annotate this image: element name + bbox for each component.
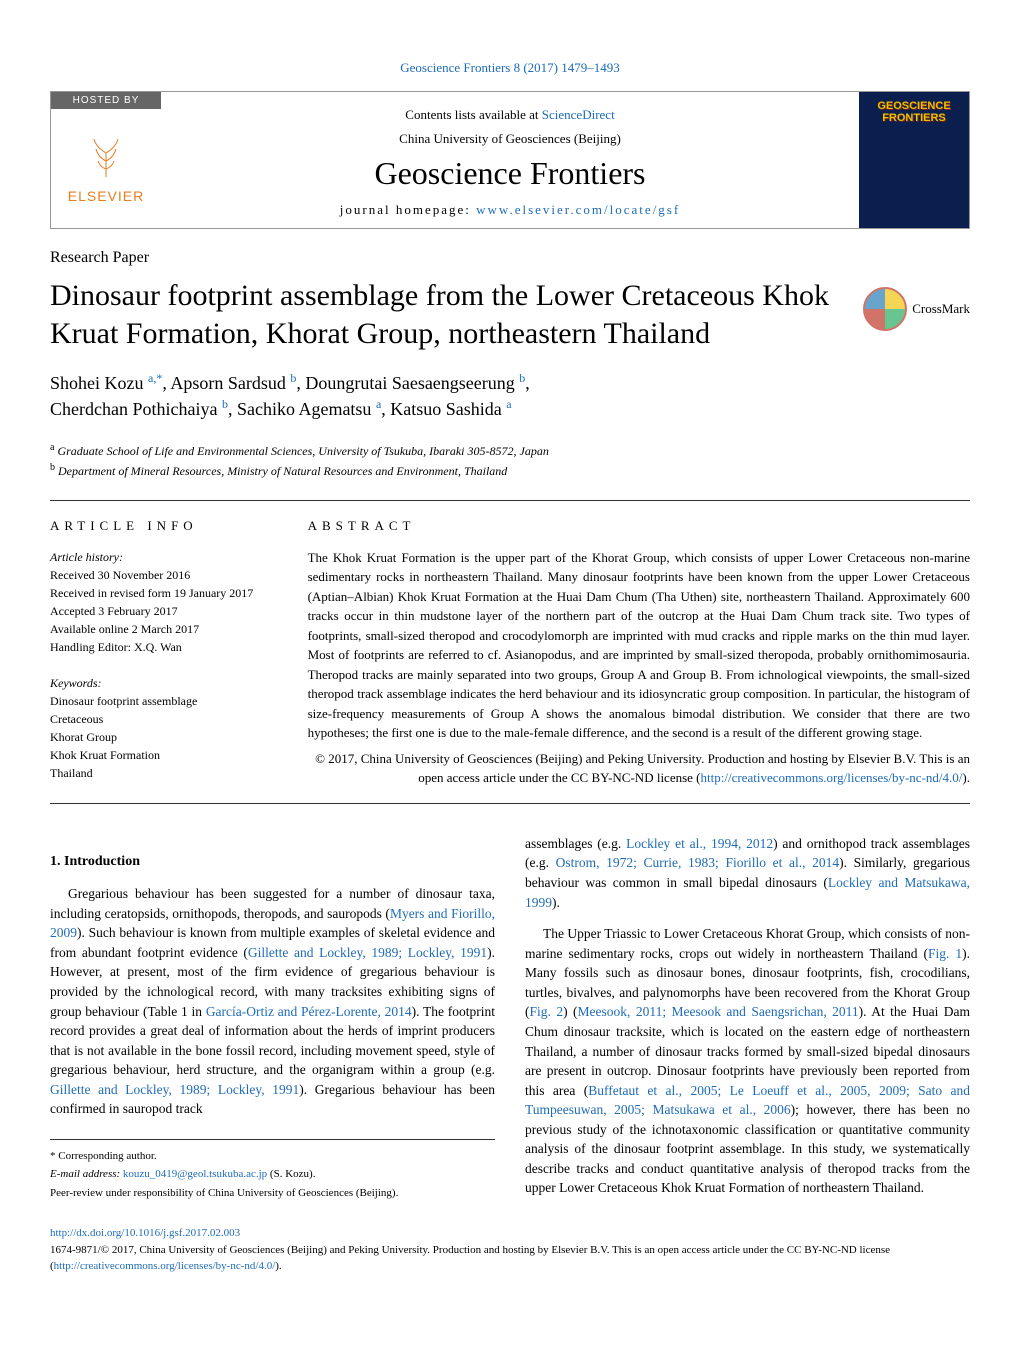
p3-ref-2[interactable]: Fig. 2 bbox=[530, 1004, 564, 1019]
affiliation-b: b Department of Mineral Resources, Minis… bbox=[50, 460, 970, 480]
abstract-block: ABSTRACT The Khok Kruat Formation is the… bbox=[308, 516, 970, 788]
affiliations-block: a Graduate School of Life and Environmen… bbox=[50, 440, 970, 480]
publisher-logo: ELSEVIER bbox=[51, 109, 161, 228]
homepage-line: journal homepage: www.elsevier.com/locat… bbox=[171, 202, 849, 218]
issn-copyright-line: 1674-9871/© 2017, China University of Ge… bbox=[50, 1242, 970, 1275]
crossmark-label: CrossMark bbox=[912, 301, 970, 317]
author-2: Apsorn Sardsud bbox=[170, 373, 286, 393]
intro-paragraph-3: The Upper Triassic to Lower Cretaceous K… bbox=[525, 924, 970, 1198]
contents-line: Contents lists available at ScienceDirec… bbox=[171, 107, 849, 123]
doi-link[interactable]: http://dx.doi.org/10.1016/j.gsf.2017.02.… bbox=[50, 1227, 240, 1239]
author-1: Shohei Kozu bbox=[50, 373, 144, 393]
journal-title: Geoscience Frontiers bbox=[171, 155, 849, 192]
author-2-affil: b bbox=[290, 371, 296, 385]
info-abstract-row: ARTICLE INFO Article history: Received 3… bbox=[50, 500, 970, 804]
header-center: Contents lists available at ScienceDirec… bbox=[161, 92, 859, 228]
affiliation-a-text: Graduate School of Life and Environmenta… bbox=[57, 444, 548, 458]
author-5-affil: a bbox=[376, 397, 381, 411]
author-6: Katsuo Sashida bbox=[390, 399, 502, 419]
author-1-affil: a,* bbox=[148, 371, 162, 385]
p2-text-4: ). bbox=[552, 895, 560, 910]
p2-text-1: assemblages (e.g. bbox=[525, 836, 626, 851]
authors-block: Shohei Kozu a,*, Apsorn Sardsud b, Doung… bbox=[50, 370, 970, 422]
hosted-by-label: HOSTED BY bbox=[51, 92, 161, 109]
p3-text-1: The Upper Triassic to Lower Cretaceous K… bbox=[525, 926, 970, 961]
received-date: Received 30 November 2016 bbox=[50, 566, 283, 584]
author-3-affil: b bbox=[519, 371, 525, 385]
footnotes-block: * Corresponding author. E-mail address: … bbox=[50, 1139, 495, 1202]
keyword-5: Thailand bbox=[50, 764, 283, 782]
corresponding-author: * Corresponding author. bbox=[50, 1148, 495, 1165]
issn-license-link[interactable]: http://creativecommons.org/licenses/by-n… bbox=[54, 1260, 276, 1272]
author-5: Sachiko Agematsu bbox=[237, 399, 371, 419]
left-column: 1. Introduction Gregarious behaviour has… bbox=[50, 834, 495, 1210]
journal-header: HOSTED BY ELSEVIER Contents lists availa… bbox=[50, 91, 970, 229]
article-info: ARTICLE INFO Article history: Received 3… bbox=[50, 516, 308, 788]
sciencedirect-link[interactable]: ScienceDirect bbox=[542, 107, 615, 122]
title-row: Dinosaur footprint assemblage from the L… bbox=[50, 277, 970, 352]
abstract-heading: ABSTRACT bbox=[308, 516, 970, 536]
doi-footer: http://dx.doi.org/10.1016/j.gsf.2017.02.… bbox=[50, 1225, 970, 1275]
keyword-4: Khok Kruat Formation bbox=[50, 746, 283, 764]
affiliation-b-text: Department of Mineral Resources, Ministr… bbox=[58, 464, 507, 478]
contents-prefix: Contents lists available at bbox=[405, 107, 541, 122]
p1-ref-2[interactable]: Gillette and Lockley, 1989; Lockley, 199… bbox=[248, 945, 487, 960]
p1-ref-3[interactable]: García-Ortiz and Pérez-Lorente, 2014 bbox=[206, 1004, 412, 1019]
keyword-2: Cretaceous bbox=[50, 710, 283, 728]
p2-ref-1[interactable]: Lockley et al., 1994, 2012 bbox=[626, 836, 773, 851]
affiliation-a: a Graduate School of Life and Environmen… bbox=[50, 440, 970, 460]
copyright-suffix: ). bbox=[962, 770, 970, 785]
cover-title-line1: GEOSCIENCE bbox=[877, 100, 950, 112]
email-suffix: (S. Kozu). bbox=[267, 1168, 315, 1180]
article-title: Dinosaur footprint assemblage from the L… bbox=[50, 277, 843, 352]
author-6-affil: a bbox=[506, 397, 511, 411]
abstract-body: The Khok Kruat Formation is the upper pa… bbox=[308, 548, 970, 743]
revised-date: Received in revised form 19 January 2017 bbox=[50, 584, 283, 602]
keywords-label: Keywords: bbox=[50, 674, 283, 692]
history-label: Article history: bbox=[50, 548, 283, 566]
paper-type-label: Research Paper bbox=[50, 249, 970, 267]
p3-ref-1[interactable]: Fig. 1 bbox=[928, 946, 962, 961]
corresponding-email[interactable]: kouzu_0419@geol.tsukuba.ac.jp bbox=[123, 1168, 267, 1180]
cover-title-line2: FRONTIERS bbox=[882, 112, 946, 124]
right-column: assemblages (e.g. Lockley et al., 1994, … bbox=[525, 834, 970, 1210]
cover-title: GEOSCIENCE FRONTIERS bbox=[877, 100, 950, 124]
intro-paragraph-1: Gregarious behaviour has been suggested … bbox=[50, 884, 495, 1119]
homepage-link[interactable]: www.elsevier.com/locate/gsf bbox=[476, 202, 680, 217]
issn-suffix: ). bbox=[275, 1260, 281, 1272]
license-link[interactable]: http://creativecommons.org/licenses/by-n… bbox=[701, 770, 963, 785]
journal-cover-thumbnail: GEOSCIENCE FRONTIERS bbox=[859, 92, 969, 228]
p1-ref-4[interactable]: Gillette and Lockley, 1989; Lockley, 199… bbox=[50, 1082, 299, 1097]
abstract-copyright: © 2017, China University of Geosciences … bbox=[308, 749, 970, 788]
hosted-by-block: HOSTED BY ELSEVIER bbox=[51, 92, 161, 228]
article-info-heading: ARTICLE INFO bbox=[50, 516, 283, 536]
keyword-3: Khorat Group bbox=[50, 728, 283, 746]
email-label: E-mail address: bbox=[50, 1168, 123, 1180]
bibliographic-reference: Geoscience Frontiers 8 (2017) 1479–1493 bbox=[50, 60, 970, 76]
p3-text-3: ) ( bbox=[563, 1004, 577, 1019]
author-4-affil: b bbox=[222, 397, 228, 411]
society-line: China University of Geosciences (Beijing… bbox=[171, 131, 849, 147]
crossmark-icon bbox=[863, 287, 907, 331]
keyword-1: Dinosaur footprint assemblage bbox=[50, 692, 283, 710]
publisher-name: ELSEVIER bbox=[68, 188, 144, 204]
p2-ref-2[interactable]: Ostrom, 1972; Currie, 1983; Fiorillo et … bbox=[556, 855, 839, 870]
peer-review-note: Peer-review under responsibility of Chin… bbox=[50, 1185, 495, 1202]
homepage-prefix: journal homepage: bbox=[340, 202, 476, 217]
author-4: Cherdchan Pothichaiya bbox=[50, 399, 217, 419]
handling-editor: Handling Editor: X.Q. Wan bbox=[50, 638, 283, 656]
online-date: Available online 2 March 2017 bbox=[50, 620, 283, 638]
accepted-date: Accepted 3 February 2017 bbox=[50, 602, 283, 620]
p3-ref-3[interactable]: Meesook, 2011; Meesook and Saengsrichan,… bbox=[578, 1004, 859, 1019]
crossmark-badge[interactable]: CrossMark bbox=[863, 287, 970, 331]
email-line: E-mail address: kouzu_0419@geol.tsukuba.… bbox=[50, 1166, 495, 1183]
keywords-block: Keywords: Dinosaur footprint assemblage … bbox=[50, 674, 283, 782]
body-columns: 1. Introduction Gregarious behaviour has… bbox=[50, 834, 970, 1210]
intro-paragraph-2: assemblages (e.g. Lockley et al., 1994, … bbox=[525, 834, 970, 912]
section-1-heading: 1. Introduction bbox=[50, 852, 495, 872]
author-3: Doungrutai Saesaengseerung bbox=[305, 373, 514, 393]
elsevier-tree-icon bbox=[82, 133, 130, 188]
